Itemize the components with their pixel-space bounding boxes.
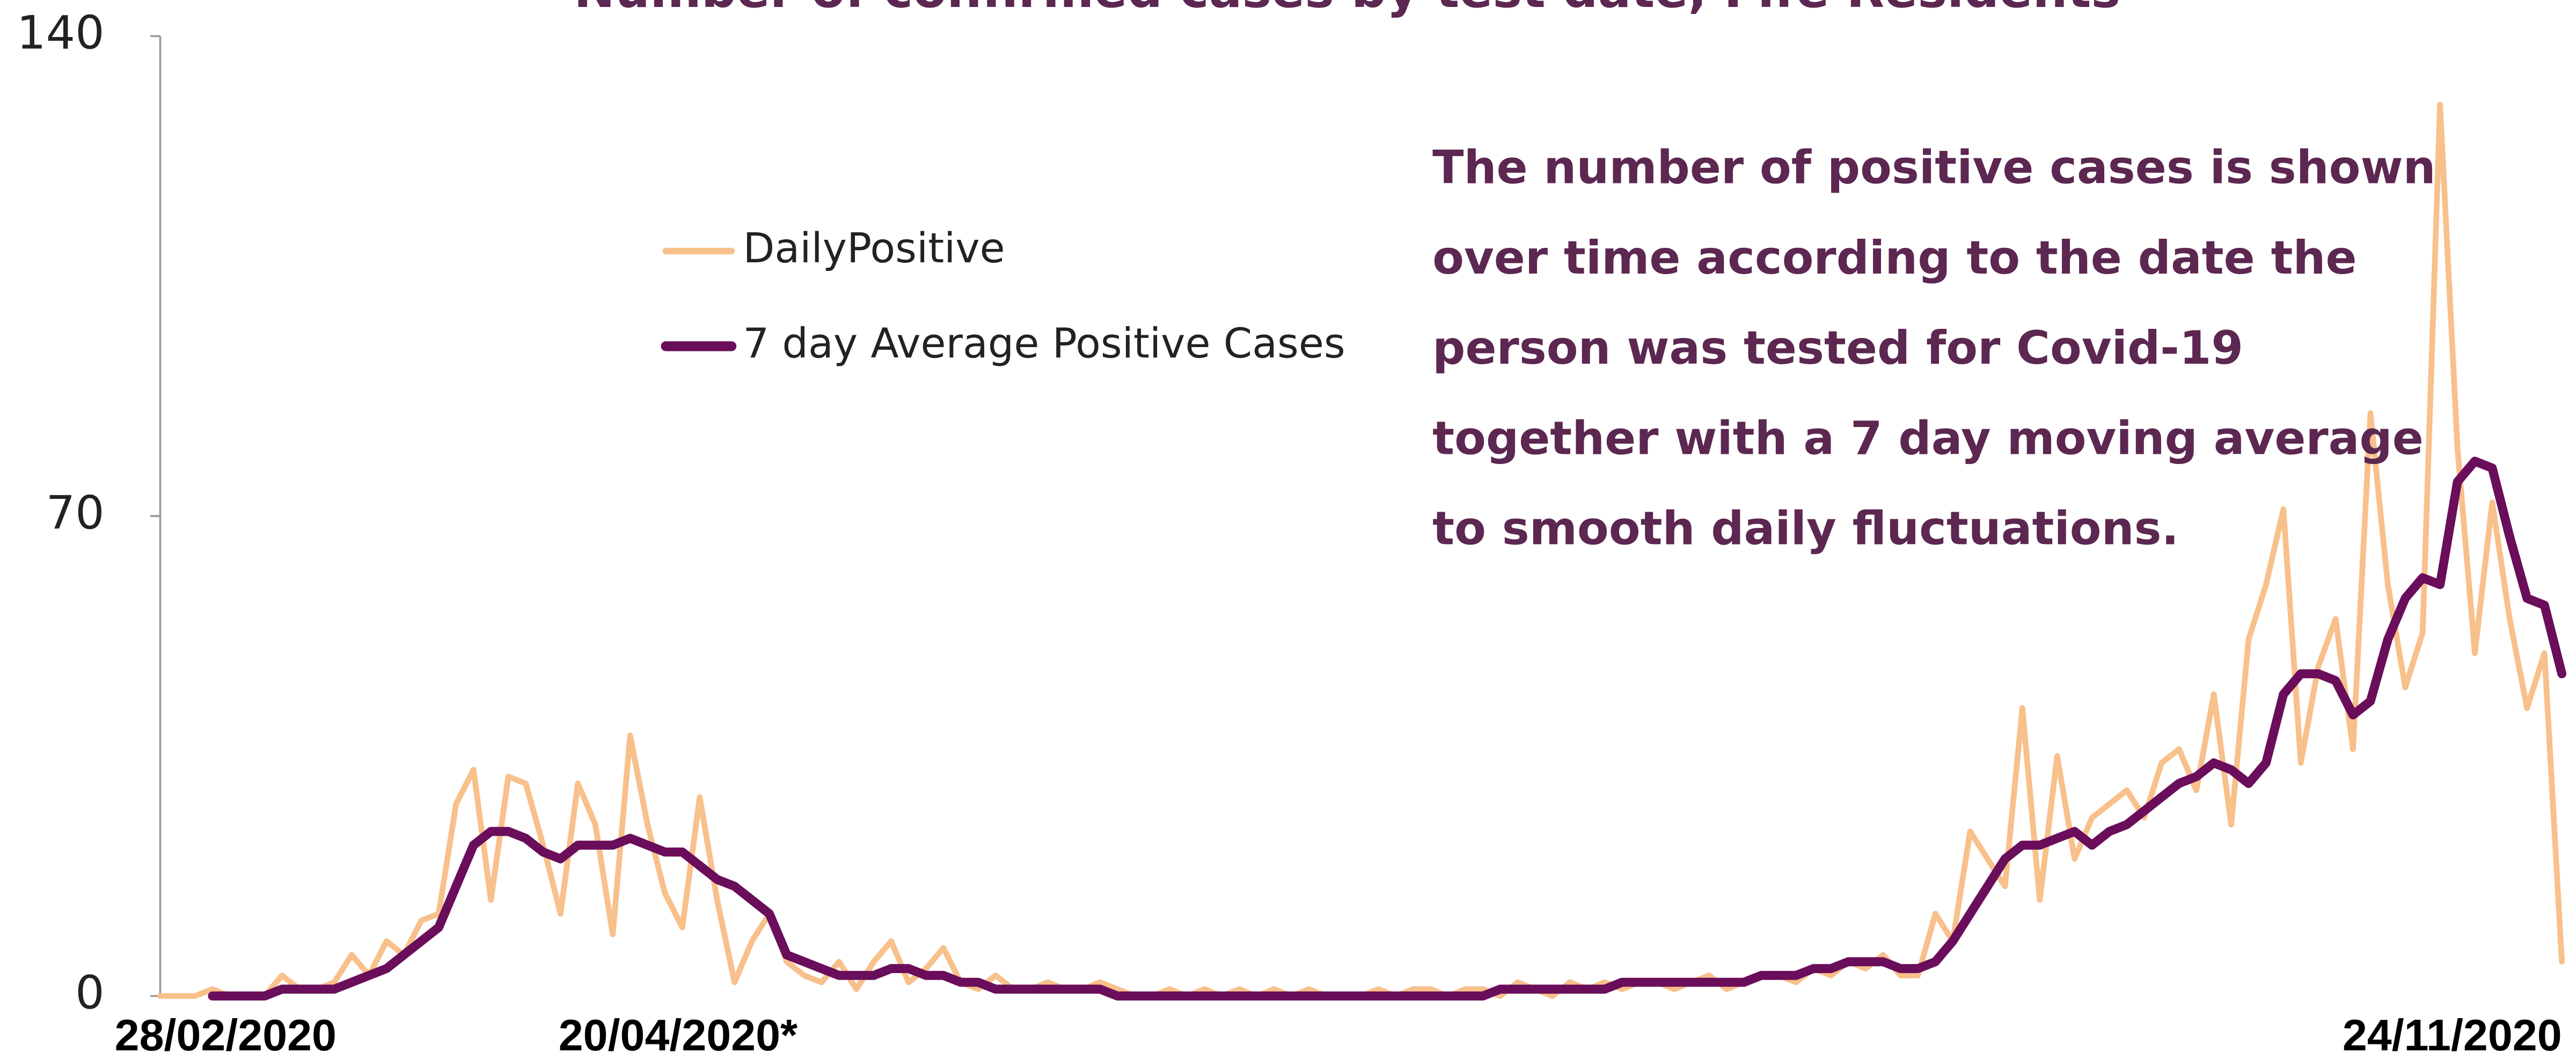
legend-label: 7 day Average Positive Cases: [743, 320, 1345, 367]
annotation-line: over time according to the date the: [1432, 232, 2357, 285]
chart-title: Number of confirmed cases by test date, …: [574, 0, 2120, 19]
y-tick-label: 140: [17, 7, 104, 60]
legend-label: DailyPositive: [743, 225, 1005, 273]
annotation-line: together with a 7 day moving average: [1432, 412, 2424, 465]
x-tick-label: 24/11/2020: [2343, 1011, 2562, 1060]
annotation-line: person was tested for Covid-19: [1432, 322, 2243, 375]
annotation-line: The number of positive cases is shown: [1432, 142, 2435, 195]
y-tick-label: 0: [75, 967, 104, 1020]
annotation-line: to smooth daily fluctuations.: [1432, 502, 2179, 555]
y-tick-label: 70: [46, 487, 105, 540]
x-tick-label: 28/02/2020: [115, 1011, 336, 1060]
line-series: [208, 457, 2567, 1001]
x-tick-label: 20/04/2020*: [559, 1011, 798, 1060]
